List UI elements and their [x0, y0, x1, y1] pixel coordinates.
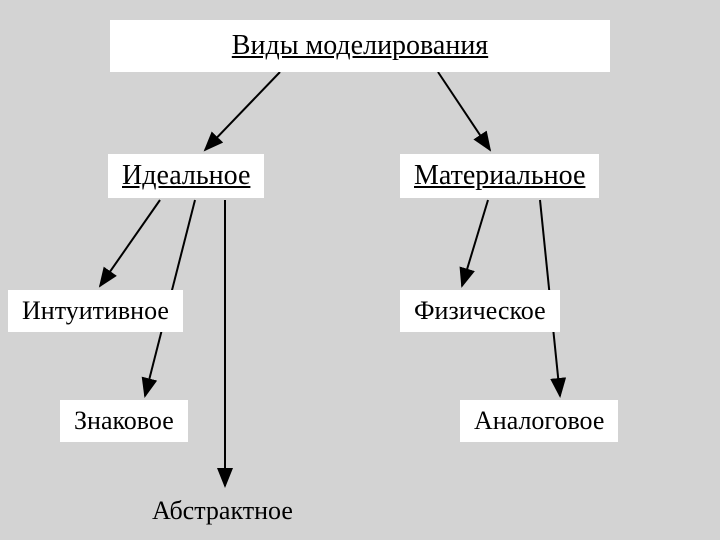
edge-title-material: [438, 72, 490, 150]
diagram-arrows: [0, 0, 720, 540]
edge-material-physical: [462, 200, 488, 286]
material-node: Материальное: [400, 154, 599, 198]
title-node: Виды моделирования: [110, 20, 610, 72]
edge-ideal-intuitive: [100, 200, 160, 286]
intuitive-node: Интуитивное: [8, 290, 183, 332]
ideal-node: Идеальное: [108, 154, 264, 198]
abstract-node: Абстрактное: [138, 490, 307, 532]
sign-node: Знаковое: [60, 400, 188, 442]
edge-title-ideal: [205, 72, 280, 150]
analog-node: Аналоговое: [460, 400, 618, 442]
physical-node: Физическое: [400, 290, 560, 332]
